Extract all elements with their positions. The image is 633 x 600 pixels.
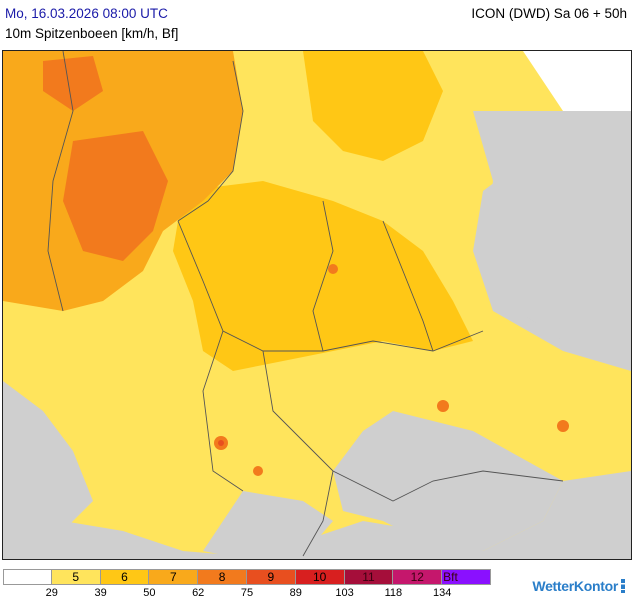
coastlines-and-borders bbox=[47, 51, 564, 557]
legend-threshold: 89 bbox=[289, 587, 302, 599]
legend-threshold: 134 bbox=[433, 587, 452, 599]
legend-class-3: 7 bbox=[149, 569, 199, 585]
below-threshold-southwest bbox=[3, 381, 93, 541]
legend-threshold: 75 bbox=[240, 587, 254, 599]
legend-class-7: 11 bbox=[344, 569, 394, 585]
below-threshold-south bbox=[333, 411, 563, 551]
legend-class-4: 8 bbox=[198, 569, 247, 585]
gust-zone-8bft-north bbox=[43, 56, 103, 111]
legend-threshold: 62 bbox=[192, 587, 205, 599]
gust-legend: 5 6 7 8 9 10 11 12 Bft bbox=[3, 569, 491, 586]
gust-spot-harz bbox=[328, 264, 338, 274]
model-run-label: ICON (DWD) Sa 06 + 50h bbox=[471, 6, 627, 21]
parameter-subtitle: 10m Spitzenboeen [km/h, Bf] bbox=[5, 26, 179, 41]
legend-threshold: 118 bbox=[384, 587, 403, 599]
gust-spot-sudetes bbox=[437, 400, 449, 412]
wetterkontor-logo-icon bbox=[621, 579, 625, 593]
gust-zone-6bft bbox=[173, 181, 473, 371]
logo-text: WetterKontor bbox=[532, 578, 618, 594]
legend-class-5: 9 bbox=[246, 569, 296, 585]
gust-zone-8bft-northsea bbox=[63, 131, 168, 261]
legend-threshold: 50 bbox=[143, 587, 156, 599]
wetterkontor-logo[interactable]: WetterKontor bbox=[532, 578, 625, 594]
wind-gust-map bbox=[2, 50, 632, 560]
below-threshold-alps bbox=[203, 491, 333, 559]
legend-class-9: Bft bbox=[442, 569, 491, 585]
legend-class-8: 12 bbox=[393, 569, 443, 585]
below-threshold-east bbox=[473, 111, 631, 341]
legend-threshold: 39 bbox=[94, 587, 107, 599]
legend-class-0 bbox=[3, 569, 52, 585]
legend-class-2: 6 bbox=[100, 569, 150, 585]
gust-spot-east bbox=[557, 420, 569, 432]
gust-spot-black-forest-core bbox=[218, 440, 224, 446]
gust-zone-6bft-baltic bbox=[303, 51, 443, 161]
legend-class-6: 10 bbox=[295, 569, 345, 585]
gust-legend-thresholds: 29 39 50 62 75 89 103 118 134 bbox=[3, 587, 503, 599]
legend-threshold: 29 bbox=[45, 587, 58, 599]
gust-spot-bavaria bbox=[253, 466, 263, 476]
valid-time-title: Mo, 16.03.2026 08:00 UTC bbox=[5, 6, 168, 21]
legend-threshold: 103 bbox=[335, 587, 354, 599]
legend-class-1: 5 bbox=[51, 569, 101, 585]
